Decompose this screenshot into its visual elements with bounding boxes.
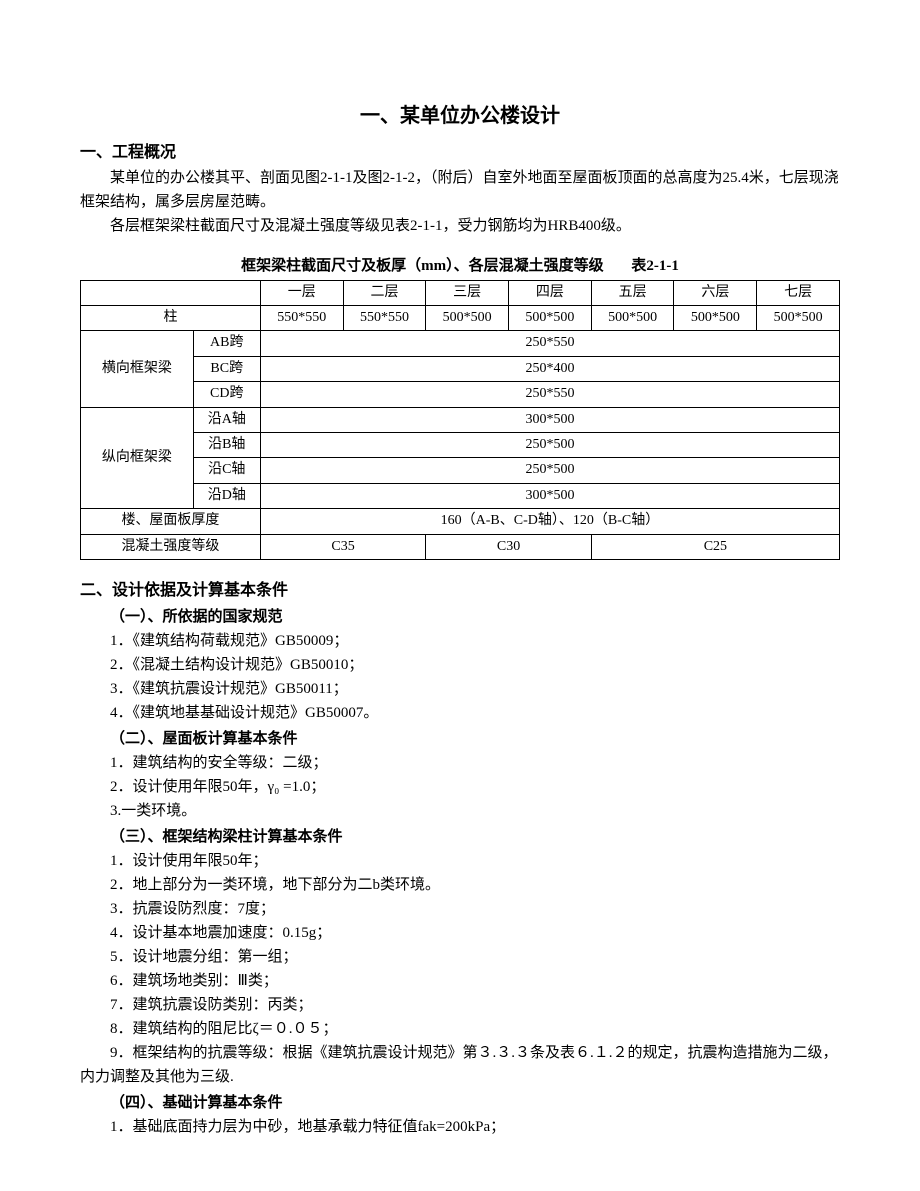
list-item: 2．《混凝土结构设计规范》GB50010； [80,653,840,677]
cell: 250*400 [260,356,839,381]
col-header: 一层 [260,280,343,305]
group2-label: 纵向框架梁 [81,407,194,509]
col-header: 三层 [426,280,509,305]
table-row-column: 柱 550*550 550*550 500*500 500*500 500*50… [81,305,840,330]
cell: 250*500 [260,432,839,457]
list-item: 2．地上部分为一类环境，地下部分为二b类环境。 [80,873,840,897]
sub1-header: （一）、所依据的国家规范 [80,605,840,629]
document-title: 一、某单位办公楼设计 [80,100,840,132]
cell: 300*500 [260,407,839,432]
list-item: 7．建筑抗震设防类别：丙类； [80,993,840,1017]
table-row: 沿B轴 250*500 [81,432,840,457]
cell: 550*550 [343,305,426,330]
sub4-header: （四）、基础计算基本条件 [80,1091,840,1115]
list-item: 9．框架结构的抗震等级：根据《建筑抗震设计规范》第３.３.３条及表６.１.２的规… [80,1041,840,1089]
list-item: 1．设计使用年限50年； [80,849,840,873]
group1-label: 横向框架梁 [81,331,194,407]
list-item: 3.一类环境。 [80,799,840,823]
cell: 250*500 [260,458,839,483]
row-label: 沿A轴 [193,407,260,432]
dimension-table: 一层 二层 三层 四层 五层 六层 七层 柱 550*550 550*550 5… [80,280,840,560]
row-label-slab: 楼、屋面板厚度 [81,509,261,534]
col-header: 二层 [343,280,426,305]
cell: 500*500 [591,305,674,330]
section2-header: 二、设计依据及计算基本条件 [80,578,840,604]
row-label: CD跨 [193,382,260,407]
cell: 500*500 [757,305,840,330]
section1-paragraph1: 某单位的办公楼其平、剖面见图2-1-1及图2-1-2，（附后）自室外地面至屋面板… [80,166,840,214]
cell: 500*500 [426,305,509,330]
list-item: 2．设计使用年限50年，γ₀ =1.0； [80,775,840,799]
col-header: 七层 [757,280,840,305]
row-label: BC跨 [193,356,260,381]
cell: C25 [591,534,839,559]
sub3-header: （三）、框架结构梁柱计算基本条件 [80,825,840,849]
cell: 500*500 [509,305,592,330]
cell: 300*500 [260,483,839,508]
cell: C35 [260,534,425,559]
table-row-concrete: 混凝土强度等级 C35 C30 C25 [81,534,840,559]
table-row: 纵向框架梁 沿A轴 300*500 [81,407,840,432]
row-label-concrete: 混凝土强度等级 [81,534,261,559]
cell: 500*500 [674,305,757,330]
list-item: 5．设计地震分组：第一组； [80,945,840,969]
row-label: 沿C轴 [193,458,260,483]
list-item: 1．《建筑结构荷载规范》GB50009； [80,629,840,653]
table-row: BC跨 250*400 [81,356,840,381]
cell: 550*550 [260,305,343,330]
cell: 250*550 [260,382,839,407]
list-item: 8．建筑结构的阻尼比ζ＝０.０５； [80,1017,840,1041]
list-item: 4．《建筑地基基础设计规范》GB50007。 [80,701,840,725]
sub2-header: （二）、屋面板计算基本条件 [80,727,840,751]
cell: C30 [426,534,591,559]
section1-header: 一、工程概况 [80,140,840,166]
list-item: 4．设计基本地震加速度：0.15g； [80,921,840,945]
col-header: 四层 [509,280,592,305]
table-row: 沿C轴 250*500 [81,458,840,483]
table-header-row: 一层 二层 三层 四层 五层 六层 七层 [81,280,840,305]
table-caption: 框架梁柱截面尺寸及板厚（mm）、各层混凝土强度等级 表2-1-1 [80,254,840,278]
list-item: 3．《建筑抗震设计规范》GB50011； [80,677,840,701]
row-label: 沿D轴 [193,483,260,508]
section1-paragraph2: 各层框架梁柱截面尺寸及混凝土强度等级见表2-1-1，受力钢筋均为HRB400级。 [80,214,840,238]
list-item: 1．基础底面持力层为中砂，地基承载力特征值fak=200kPa； [80,1115,840,1139]
table-row: 沿D轴 300*500 [81,483,840,508]
row-label-column: 柱 [81,305,261,330]
table-row: CD跨 250*550 [81,382,840,407]
cell: 160（A-B、C-D轴）、120（B-C轴） [260,509,839,534]
table-row-slab: 楼、屋面板厚度 160（A-B、C-D轴）、120（B-C轴） [81,509,840,534]
row-label: AB跨 [193,331,260,356]
col-header: 五层 [591,280,674,305]
table-number: 表2-1-1 [607,254,679,278]
row-label: 沿B轴 [193,432,260,457]
list-item: 1．建筑结构的安全等级：二级； [80,751,840,775]
list-item: 6．建筑场地类别：Ⅲ类； [80,969,840,993]
list-item: 3．抗震设防烈度：7度； [80,897,840,921]
table-caption-text: 框架梁柱截面尺寸及板厚（mm）、各层混凝土强度等级 [241,258,604,274]
col-header: 六层 [674,280,757,305]
table-row: 横向框架梁 AB跨 250*550 [81,331,840,356]
cell: 250*550 [260,331,839,356]
